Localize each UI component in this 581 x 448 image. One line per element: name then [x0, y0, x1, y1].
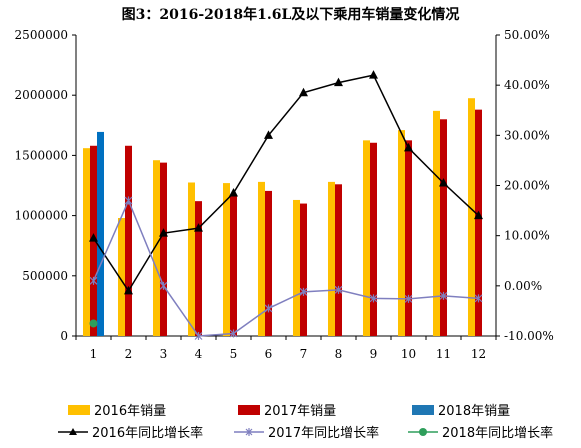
point-2016-growth	[439, 177, 448, 187]
bar-2016-sales	[433, 110, 440, 337]
point-2016-growth	[194, 223, 203, 232]
point-2016-growth	[89, 233, 98, 242]
legend-label-2018-growth: 2018年同比增长率	[442, 426, 554, 441]
line-2016-growth	[92, 74, 480, 293]
point-2016-growth	[334, 77, 343, 87]
bar-2018-sales	[97, 131, 104, 336]
legend-line-2016-growth-icon	[58, 427, 88, 435]
left-tick-label: 0	[60, 329, 68, 343]
right-tick-label: 30.00%	[504, 128, 550, 142]
point-2016-growth	[474, 210, 483, 220]
legend-swatch-2017-sales	[238, 404, 260, 415]
point-2017-growth	[439, 291, 448, 300]
bar-2016-sales	[293, 199, 300, 336]
legend-swatch-2016-sales	[68, 404, 90, 415]
legend-item-2017-growth: 2017年同比增长率	[234, 422, 379, 441]
point-2017-growth	[369, 294, 378, 303]
bar-2016-sales	[398, 130, 405, 336]
x-tick-label: 1	[90, 347, 98, 361]
point-2017-growth	[334, 285, 343, 294]
legend-label-2018-sales: 2018年销量	[438, 404, 511, 419]
point-2016-growth	[369, 70, 378, 79]
x-tick-label: 9	[370, 347, 378, 361]
bar-2016-sales	[188, 182, 195, 336]
legend-swatch-2018-sales	[412, 404, 434, 415]
bar-2017-sales	[125, 145, 132, 336]
point-2017-growth	[194, 332, 203, 340]
point-2016-growth	[264, 130, 273, 139]
left-tick-label: 1000000	[15, 209, 68, 223]
point-2017-growth	[299, 287, 308, 296]
x-tick-label: 2	[125, 347, 133, 361]
right-tick-label: 40.00%	[504, 78, 550, 92]
legend-item-2016-sales: 2016年销量	[68, 400, 166, 419]
x-tick-label: 8	[335, 347, 343, 361]
bar-2017-sales	[335, 184, 342, 336]
legend-item-2018-growth: 2018年同比增长率	[408, 422, 553, 441]
point-2016-growth	[124, 285, 133, 295]
right-tick-label: 20.00%	[504, 179, 550, 193]
legend-item-2016-growth: 2016年同比增长率	[58, 422, 203, 441]
point-2017-growth	[124, 196, 133, 205]
left-tick-label: 2000000	[15, 88, 68, 102]
legend-item-2017-sales: 2017年销量	[238, 400, 336, 419]
point-2017-growth	[229, 329, 238, 338]
legend-label-2017-growth: 2017年同比增长率	[268, 426, 380, 441]
legend-item-2018-sales: 2018年销量	[412, 400, 510, 419]
point-2017-growth	[474, 294, 483, 303]
point-2016-growth	[229, 188, 238, 197]
bar-2016-sales	[468, 98, 475, 337]
x-tick-label: 5	[230, 347, 238, 361]
x-tick-label: 12	[471, 347, 486, 361]
bar-2017-sales	[160, 162, 167, 336]
legend-label-2017-sales: 2017年销量	[264, 404, 337, 419]
bar-2017-sales	[405, 140, 412, 336]
left-tick-label: 2500000	[15, 28, 68, 42]
point-2016-growth	[159, 228, 168, 237]
left-tick-label: 1500000	[15, 148, 68, 162]
right-tick-label: 50.00%	[504, 28, 550, 42]
bar-2016-sales	[83, 148, 90, 336]
bar-2017-sales	[195, 201, 202, 336]
x-tick-label: 10	[401, 347, 416, 361]
bar-2017-sales	[265, 190, 272, 336]
left-tick-label: 500000	[22, 269, 68, 283]
chart-title: 图3：2016-2018年1.6L及以下乘用车销量变化情况	[121, 7, 460, 23]
x-tick-label: 11	[436, 347, 451, 361]
x-tick-label: 3	[160, 347, 168, 361]
bar-2017-sales	[370, 142, 377, 336]
legend-line-2018-growth-icon	[408, 427, 438, 436]
right-tick-label: 0.00%	[504, 279, 542, 293]
bar-2016-sales	[118, 218, 125, 336]
legend-label-2016-sales: 2016年销量	[94, 404, 167, 419]
bar-2017-sales	[230, 196, 237, 336]
right-tick-label: -10.00%	[504, 329, 554, 343]
line-2017-growth	[92, 198, 479, 337]
bar-2016-sales	[328, 181, 335, 336]
bar-2016-sales	[258, 181, 265, 336]
bar-2016-sales	[223, 183, 230, 336]
point-2016-growth	[299, 87, 308, 97]
bar-2017-sales	[300, 203, 307, 336]
bar-2017-sales	[475, 109, 482, 336]
legend-line-2017-growth-icon	[234, 427, 264, 436]
point-2017-growth	[159, 281, 168, 290]
bar-2016-sales	[363, 140, 370, 336]
point-2017-growth	[404, 294, 413, 303]
right-tick-label: 10.00%	[504, 229, 550, 243]
x-tick-label: 4	[195, 347, 203, 361]
plot-area: 0 500000 1000000 1500000 2000000 2500000 -10.0…	[15, 28, 554, 361]
legend-label-2016-growth: 2016年同比增长率	[92, 426, 204, 441]
x-tick-label: 7	[300, 347, 308, 361]
point-2016-growth	[404, 142, 413, 152]
point-2017-growth	[264, 304, 273, 313]
x-tick-label: 6	[265, 347, 273, 361]
bar-2017-sales	[440, 119, 447, 336]
point-2017-growth	[89, 276, 98, 285]
bar-2016-sales	[153, 160, 160, 336]
point-2018-growth	[89, 319, 98, 328]
